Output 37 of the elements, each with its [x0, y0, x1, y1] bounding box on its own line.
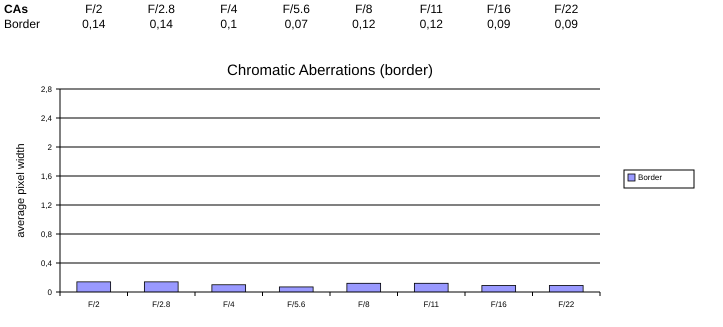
x-tick-label: F/2.8 — [152, 300, 171, 309]
category-label: F/5.6 — [282, 2, 310, 16]
data-label: 0,1 — [220, 17, 238, 31]
y-axis-title: average pixel width — [15, 143, 27, 238]
x-tick-label: F/16 — [490, 300, 508, 309]
category-label: F/16 — [486, 2, 511, 16]
text: CAs — [4, 2, 28, 16]
y-tick-label: 2,4 — [40, 114, 53, 123]
x-tick-label: F/4 — [222, 300, 236, 309]
y-tick-label: 1,2 — [40, 200, 53, 210]
data-label: 0,12 — [420, 17, 444, 31]
legend-label: Border — [638, 173, 662, 182]
y-tick-label: 2,8 — [40, 84, 53, 94]
chart-title: Chromatic Aberrations (border) — [227, 62, 433, 79]
data-label: 0,14 — [82, 17, 106, 31]
y-tick-label: 0,8 — [40, 230, 53, 239]
data-label: 0,07 — [284, 17, 308, 31]
text: Border — [4, 17, 40, 31]
category-label: F/22 — [554, 2, 578, 16]
category-label: F/8 — [355, 2, 372, 16]
data-label: 0,12 — [352, 17, 376, 31]
x-tick-label: F/22 — [558, 300, 575, 309]
category-label: F/11 — [420, 2, 443, 16]
y-tick-label: 2 — [48, 142, 53, 152]
category-label: F/2 — [85, 2, 102, 16]
y-tick-label: 0,4 — [40, 258, 53, 268]
x-tick-label: F/8 — [358, 300, 370, 309]
y-tick-label: 1,6 — [40, 172, 53, 181]
data-label: 0,09 — [554, 17, 578, 31]
y-tick-label: 0 — [48, 288, 53, 297]
category-label: F/2.8 — [148, 2, 175, 16]
data-label: 0,14 — [150, 17, 174, 31]
x-tick-label: F/11 — [424, 300, 440, 309]
x-tick-label: F/5.6 — [287, 300, 306, 309]
data-label: 0,09 — [487, 17, 511, 31]
x-tick-label: F/2 — [88, 300, 100, 309]
category-label: F/4 — [220, 2, 238, 16]
